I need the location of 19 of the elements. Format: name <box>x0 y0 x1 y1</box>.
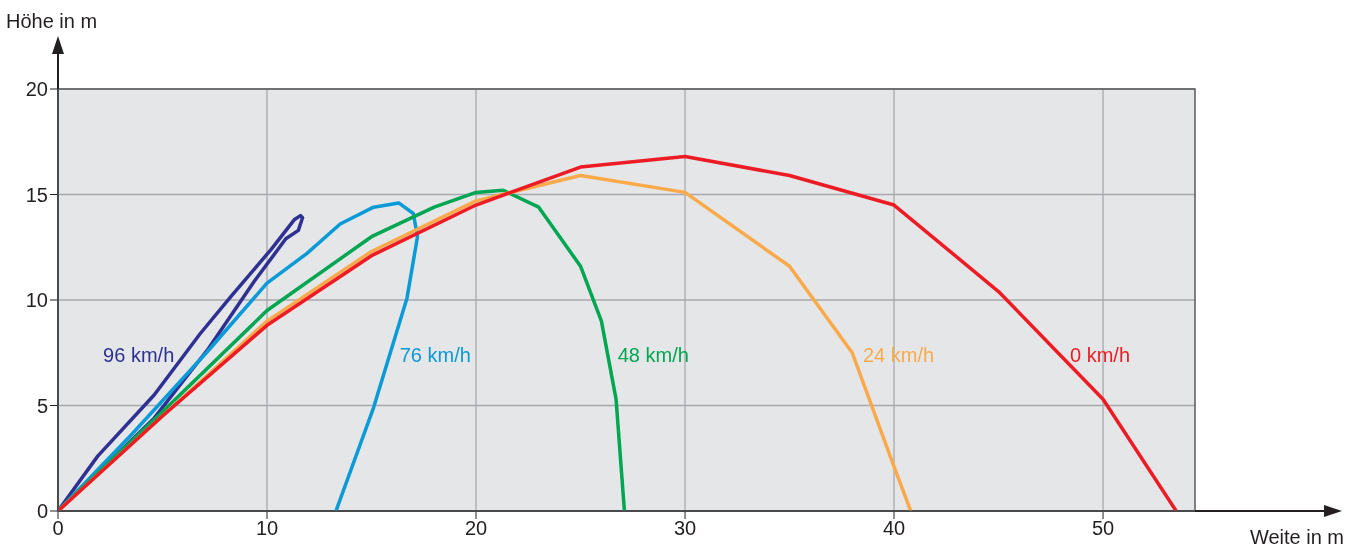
x-tick-label: 20 <box>464 517 488 540</box>
x-tick-label: 10 <box>255 517 279 540</box>
x-axis-title: Weite in m <box>1249 526 1344 548</box>
series-label: 24 km/h <box>863 343 935 366</box>
series-label: 0 km/h <box>1070 343 1131 366</box>
line-series <box>58 154 1178 511</box>
y-tick-label: 15 <box>25 183 48 206</box>
series-label: 48 km/h <box>617 343 689 366</box>
x-tick-label: 30 <box>673 517 697 540</box>
x-tick-label: 0 <box>52 517 64 540</box>
y-axis-title: Höhe in m <box>6 10 98 32</box>
series-label: 96 km/h <box>103 343 175 366</box>
series-label: 76 km/h <box>399 343 471 366</box>
x-tick-label: 50 <box>1091 517 1115 540</box>
y-tick-label: 5 <box>36 394 48 417</box>
y-tick-label: 20 <box>25 78 48 101</box>
x-tick-label: 40 <box>882 517 906 540</box>
y-tick-label: 10 <box>25 289 48 312</box>
y-tick-label: 0 <box>36 500 48 523</box>
